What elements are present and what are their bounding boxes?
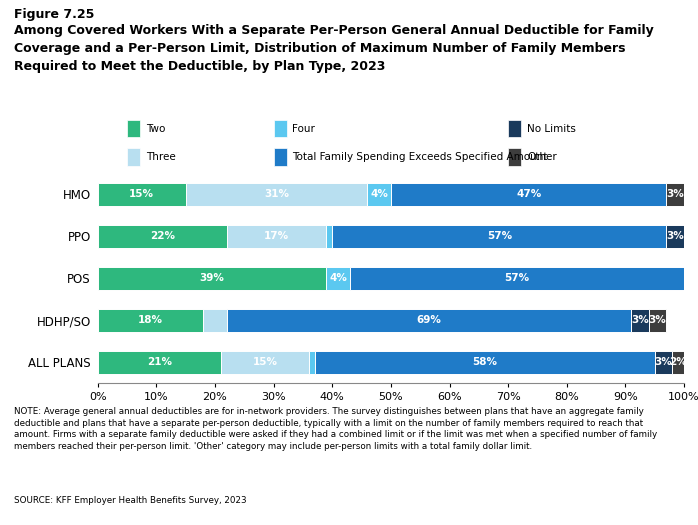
Bar [274,120,286,138]
Bar [391,183,667,206]
Text: Two: Two [146,123,165,133]
Bar [309,351,315,374]
Bar [315,351,655,374]
Text: 18%: 18% [138,315,163,326]
Text: 39%: 39% [200,273,225,284]
Text: 2%: 2% [669,357,687,367]
Text: 69%: 69% [417,315,441,326]
Text: 21%: 21% [147,357,172,367]
Text: Total Family Spending Exceeds Specified Amount: Total Family Spending Exceeds Specified … [292,152,548,162]
Bar [631,309,649,332]
Bar [508,120,521,138]
Bar [367,183,391,206]
Text: 22%: 22% [149,231,174,242]
Bar [327,225,332,248]
Text: 3%: 3% [667,231,684,242]
Bar [186,183,367,206]
Text: Three: Three [146,152,176,162]
Text: 31%: 31% [264,189,289,200]
Text: 47%: 47% [516,189,541,200]
Text: Among Covered Workers With a Separate Per-Person General Annual Deductible for F: Among Covered Workers With a Separate Pe… [14,24,654,72]
Bar [127,148,140,166]
Bar [667,225,684,248]
Bar [98,309,203,332]
Bar [649,309,667,332]
Bar [667,183,684,206]
Text: 58%: 58% [472,357,497,367]
Bar [127,120,140,138]
Bar [227,309,631,332]
Text: Four: Four [292,123,315,133]
Text: Figure 7.25: Figure 7.25 [14,8,94,21]
Bar [98,351,221,374]
Bar [98,267,327,290]
Bar [98,225,227,248]
Bar [655,351,672,374]
Bar [672,351,684,374]
Text: NOTE: Average general annual deductibles are for in-network providers. The surve: NOTE: Average general annual deductibles… [14,407,657,452]
Bar [274,148,286,166]
Text: 17%: 17% [264,231,289,242]
Bar [350,267,684,290]
Bar [98,183,186,206]
Text: 15%: 15% [252,357,277,367]
Text: No Limits: No Limits [527,123,576,133]
Text: 3%: 3% [648,315,667,326]
Text: 57%: 57% [487,231,512,242]
Text: Other: Other [527,152,557,162]
Text: SOURCE: KFF Employer Health Benefits Survey, 2023: SOURCE: KFF Employer Health Benefits Sur… [14,496,246,505]
Text: 15%: 15% [129,189,154,200]
Text: 3%: 3% [655,357,672,367]
Bar [203,309,227,332]
Bar [227,225,327,248]
Text: 57%: 57% [505,273,530,284]
Bar [508,148,521,166]
Bar [221,351,309,374]
Text: 3%: 3% [667,189,684,200]
Text: 4%: 4% [329,273,347,284]
Text: 3%: 3% [631,315,649,326]
Text: 4%: 4% [370,189,388,200]
Bar [327,267,350,290]
Bar [332,225,667,248]
